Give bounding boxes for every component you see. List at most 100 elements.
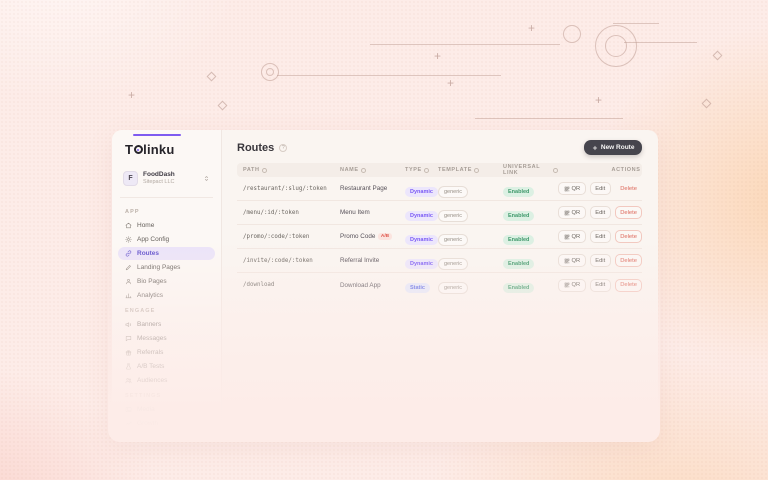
table-row: /restaurant/:slug/:token Restaurant Page… [237,177,643,201]
main-content: Routes ? New Route PATH NAME TYPE TEMPLA… [222,130,659,438]
gift-icon [125,349,132,356]
route-universal-link: Enabled [503,204,558,222]
edit-button[interactable]: Edit [589,254,611,267]
decor-diamond [712,50,723,61]
route-type: Dynamic [405,204,438,222]
sidebar-item-referrals[interactable]: Referrals [118,346,215,359]
logo-text-first: T [125,142,134,157]
chat-icon [125,335,132,342]
decor-diamond [206,71,217,82]
route-template: generic [438,228,503,246]
decor-circle [261,63,279,81]
decor-circle [563,25,581,43]
row-actions: QR Edit Delete [558,206,643,219]
route-universal-link: Enabled [503,228,558,246]
decor-line [277,75,501,76]
gear-icon [125,236,132,243]
route-template: generic [438,204,503,222]
user-icon [125,278,132,285]
workspace-avatar: F [123,171,138,186]
route-type: Dynamic [405,180,438,198]
route-name: Referral Invite [340,257,380,264]
megaphone-icon [125,321,132,328]
sidebar-item-audiences[interactable]: Audiences [118,374,215,387]
sidebar-item-label: Growth [137,420,158,427]
sidebar-item-routes[interactable]: Routes [118,247,215,260]
sidebar-item-messages[interactable]: Messages [118,332,215,345]
sidebar-item-app-config[interactable]: App Config [118,233,215,246]
edit-button[interactable]: Edit [589,182,611,195]
decor-line [624,42,697,43]
route-type: Static [405,276,438,294]
route-type: Dynamic [405,228,438,246]
new-route-button[interactable]: New Route [583,140,643,155]
workspace-switcher[interactable]: F FoodDash Sitepact LLC [120,167,213,190]
sidebar-item-home[interactable]: Home [118,219,215,232]
delete-button[interactable]: Delete [614,230,643,243]
column-info-icon [423,167,429,173]
flask-icon [125,363,132,370]
column-header-path[interactable]: PATH [237,167,340,173]
new-route-label: New Route [600,144,635,151]
decor-circle [605,35,627,57]
sidebar-item-label: A/B Tests [137,363,165,370]
row-actions: QR Edit Delete [558,254,643,267]
column-header-type[interactable]: TYPE [405,167,438,173]
delete-button[interactable]: Delete [614,254,643,267]
route-name: Menu Item [340,209,370,216]
delete-button[interactable]: Delete [614,278,643,292]
sidebar-item-analytics[interactable]: Analytics [118,289,215,302]
route-path: /download [243,282,275,288]
sidebar-item-label: Banners [137,321,162,328]
edit-button[interactable]: Edit [589,206,611,219]
image-icon [125,406,132,413]
route-name: Restaurant Page [340,185,388,192]
edit-button[interactable]: Edit [589,278,611,292]
decor-diamond [217,100,228,111]
delete-button[interactable]: Delete [615,182,643,195]
column-header-actions: ACTIONS [611,167,641,173]
route-universal-link: Enabled [503,180,558,198]
route-template: generic [438,252,503,270]
sidebar-item-growth[interactable]: Growth [118,417,215,430]
sidebar-item-label: Audiences [137,377,168,384]
sidebar-item-ab-tests[interactable]: A/B Tests [118,360,215,373]
column-header-name[interactable]: NAME [340,167,405,173]
route-path: /promo/:code/:token [243,233,310,240]
plus-icon [592,145,598,151]
qr-button[interactable]: QR [558,278,586,292]
qr-button[interactable]: QR [558,182,586,195]
help-icon[interactable]: ? [279,143,288,152]
section-label-settings: SETTINGS [125,393,162,399]
sidebar-item-label: Referrals [137,349,164,356]
qr-button[interactable]: QR [558,254,586,267]
sidebar-item-label: App Config [137,236,170,243]
qr-button[interactable]: QR [558,230,586,243]
column-header-template[interactable]: TEMPLATE [438,167,503,173]
column-header-universal-link[interactable]: UNIVERSAL LINK [503,164,558,176]
row-actions: QR Edit Delete [558,230,643,243]
row-actions: QR Edit Delete [558,278,643,292]
table-header-row: PATH NAME TYPE TEMPLATE UNIVERSAL LINK A… [237,163,643,177]
delete-button[interactable]: Delete [614,206,643,219]
sidebar-item-landing-pages[interactable]: Landing Pages [118,261,215,274]
users-icon [125,377,132,384]
qr-button[interactable]: QR [558,206,586,219]
edit-button[interactable]: Edit [589,230,611,243]
sidebar-item-bio-pages[interactable]: Bio Pages [118,275,215,288]
sidebar-item-media[interactable]: Media [118,403,215,416]
workspace-org: Sitepact LLC [143,179,175,186]
route-template: generic [438,276,503,294]
qr-icon [564,234,570,240]
sidebar-item-label: Routes [137,250,160,257]
sidebar-item-banners[interactable]: Banners [118,318,215,331]
page-header: Routes ? New Route [237,140,643,155]
table-row: /download Download App Static generic En… [237,273,643,297]
qr-icon [564,210,570,216]
section-label-engage: ENGAGE [125,308,156,314]
ab-test-badge: A/B [378,233,392,240]
